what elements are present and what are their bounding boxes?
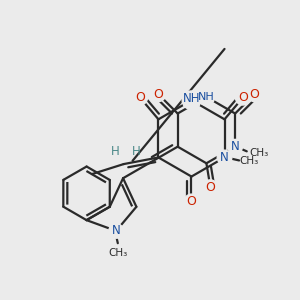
Text: CH₃: CH₃ [240,156,259,166]
Circle shape [217,150,232,165]
Circle shape [133,90,148,105]
Text: H: H [132,145,141,158]
Text: O: O [187,195,196,208]
Circle shape [182,91,201,110]
Text: N: N [220,151,229,164]
Text: CH₃: CH₃ [108,248,128,258]
Text: O: O [154,88,164,101]
Text: CH₃: CH₃ [250,148,269,158]
Text: NH: NH [198,92,215,102]
Circle shape [184,194,199,209]
Text: H: H [111,145,120,158]
Circle shape [236,90,250,105]
Text: O: O [206,181,215,194]
Text: N: N [231,140,239,153]
Text: N: N [112,224,121,237]
Text: O: O [249,88,259,101]
Circle shape [109,224,123,238]
Circle shape [151,87,166,102]
Circle shape [228,140,242,154]
Text: NH: NH [183,92,200,105]
Text: O: O [238,91,248,104]
Circle shape [198,88,215,105]
Circle shape [203,180,218,194]
Text: O: O [135,91,145,104]
Circle shape [247,87,262,102]
